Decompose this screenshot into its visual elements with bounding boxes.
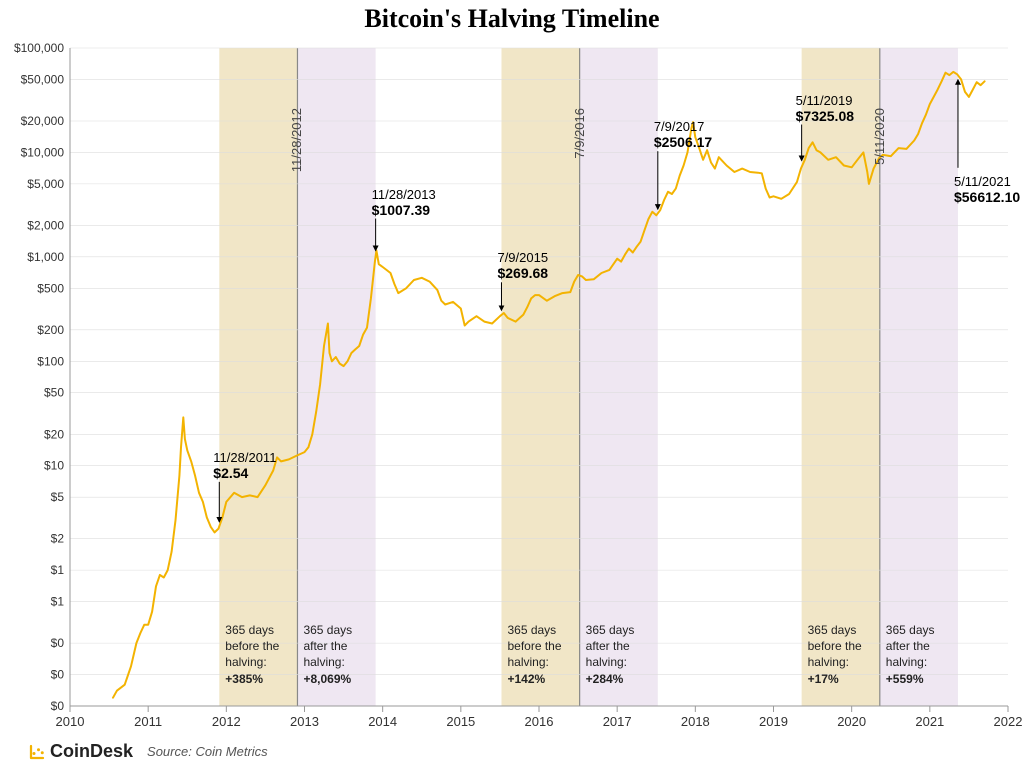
band-label-line2: before the halving: [808, 638, 882, 670]
annotation-price: $269.68 [497, 265, 548, 281]
y-tick-label: $50 [44, 386, 64, 400]
halving-band [802, 48, 880, 706]
x-tick-label: 2018 [681, 714, 710, 729]
price-annotation: 11/28/2013$1007.39 [372, 187, 436, 218]
footer: CoinDesk Source: Coin Metrics [28, 741, 268, 762]
y-tick-label: $10 [44, 459, 64, 473]
band-label-line2: after the halving: [303, 638, 377, 670]
chart-container: Bitcoin's Halving Timeline $0 $0 $0 $1 $1 $2 $… [0, 0, 1024, 768]
x-tick-label: 2020 [837, 714, 866, 729]
y-tick-label: $20 [44, 427, 64, 441]
x-tick-label: 2012 [212, 714, 241, 729]
x-tick-label: 2022 [994, 714, 1023, 729]
x-tick-label: 2013 [290, 714, 319, 729]
y-tick-label: $50,000 [21, 72, 65, 86]
band-label: 365 daysbefore the halving:+385% [225, 622, 299, 687]
halving-band [880, 48, 958, 706]
y-tick-label: $1 [51, 563, 65, 577]
halving-date-label: 7/9/2016 [572, 108, 587, 178]
band-label-line1: 365 days [507, 622, 581, 638]
band-label-line1: 365 days [808, 622, 882, 638]
price-annotation: 7/9/2015$269.68 [497, 250, 548, 281]
y-tick-label: $20,000 [21, 114, 65, 128]
annotation-price: $56612.10 [954, 189, 1020, 205]
y-tick-label: $1 [51, 595, 65, 609]
x-tick-label: 2011 [134, 714, 162, 729]
band-label: 365 daysbefore the halving:+142% [507, 622, 581, 687]
band-label-line1: 365 days [303, 622, 377, 638]
annotation-price: $2.54 [213, 465, 276, 481]
halving-band [219, 48, 297, 706]
band-label-pct: +284% [586, 671, 660, 687]
x-tick-label: 2017 [603, 714, 632, 729]
halving-band [501, 48, 579, 706]
y-tick-label: $10,000 [21, 145, 65, 159]
y-tick-label: $5,000 [27, 177, 64, 191]
x-tick-label: 2019 [759, 714, 788, 729]
annotation-date: 11/28/2013 [372, 187, 436, 202]
x-tick-label: 2014 [368, 714, 397, 729]
band-label-line2: after the halving: [886, 638, 960, 670]
y-tick-label: $100,000 [14, 41, 64, 55]
band-label-line2: after the halving: [586, 638, 660, 670]
price-annotation: 7/9/2017$2506.17 [654, 119, 712, 150]
brand-logo-icon [28, 743, 46, 761]
halving-date-label: 11/28/2012 [289, 108, 304, 178]
band-label-pct: +17% [808, 671, 882, 687]
band-label: 365 daysafter the halving:+284% [586, 622, 660, 687]
price-annotation: 5/11/2021$56612.10 [954, 174, 1020, 205]
annotation-date: 7/9/2017 [654, 119, 712, 134]
y-tick-label: $2 [51, 532, 65, 546]
band-label: 365 daysafter the halving:+559% [886, 622, 960, 687]
y-tick-label: $100 [37, 354, 64, 368]
y-tick-label: $1,000 [27, 250, 64, 264]
band-label: 365 daysafter the halving:+8,069% [303, 622, 377, 687]
annotation-price: $1007.39 [372, 202, 436, 218]
brand-text: CoinDesk [50, 741, 133, 762]
band-label-pct: +385% [225, 671, 299, 687]
y-tick-label: $200 [37, 323, 64, 337]
x-tick-label: 2015 [446, 714, 475, 729]
band-label-pct: +8,069% [303, 671, 377, 687]
band-label-pct: +142% [507, 671, 581, 687]
halving-band [580, 48, 658, 706]
annotation-date: 5/11/2021 [954, 174, 1020, 189]
x-tick-label: 2021 [915, 714, 944, 729]
brand: CoinDesk [28, 741, 133, 762]
halving-band [297, 48, 375, 706]
band-label-line1: 365 days [225, 622, 299, 638]
y-tick-label: $5 [51, 490, 65, 504]
annotation-price: $2506.17 [654, 134, 712, 150]
annotation-date: 11/28/2011 [213, 450, 276, 465]
annotation-date: 7/9/2015 [497, 250, 548, 265]
x-tick-label: 2010 [56, 714, 85, 729]
halving-date-label: 5/11/2020 [872, 108, 887, 178]
band-label-line1: 365 days [586, 622, 660, 638]
band-label: 365 daysbefore the halving:+17% [808, 622, 882, 687]
source-text: Source: Coin Metrics [147, 744, 268, 759]
annotation-date: 5/11/2019 [796, 93, 854, 108]
y-tick-label: $0 [51, 699, 65, 713]
price-annotation: 5/11/2019$7325.08 [796, 93, 854, 124]
band-label-pct: +559% [886, 671, 960, 687]
band-label-line2: before the halving: [507, 638, 581, 670]
y-tick-label: $0 [51, 636, 65, 650]
y-tick-label: $2,000 [27, 218, 64, 232]
x-tick-label: 2016 [525, 714, 554, 729]
annotation-price: $7325.08 [796, 108, 854, 124]
band-label-line2: before the halving: [225, 638, 299, 670]
chart-title: Bitcoin's Halving Timeline [0, 4, 1024, 34]
band-label-line1: 365 days [886, 622, 960, 638]
price-annotation: 11/28/2011$2.54 [213, 450, 276, 481]
y-tick-label: $0 [51, 668, 65, 682]
y-tick-label: $500 [37, 281, 64, 295]
